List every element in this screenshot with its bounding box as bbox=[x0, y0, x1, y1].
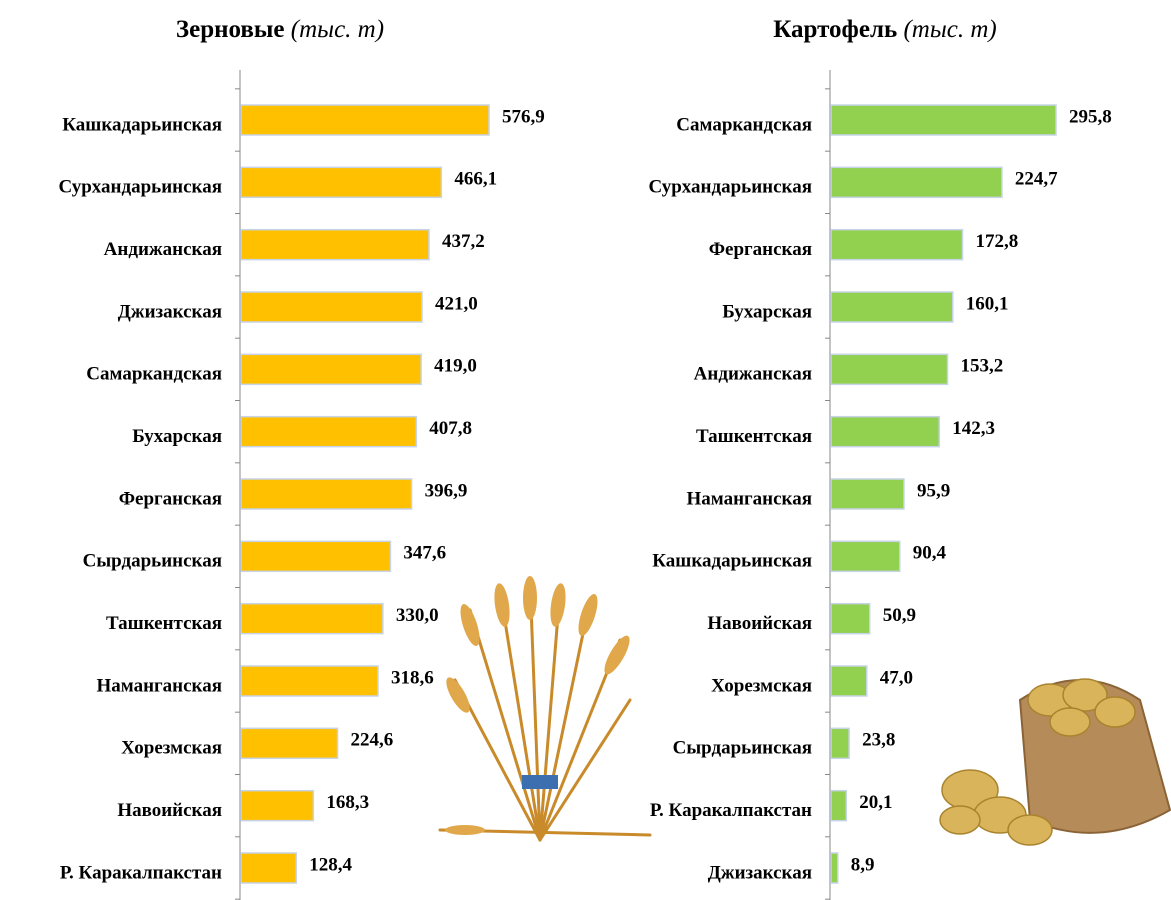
title-unit: (тыс. т) bbox=[903, 16, 996, 43]
bar bbox=[831, 292, 953, 322]
bar bbox=[831, 167, 1002, 197]
value-label: 576,9 bbox=[502, 106, 545, 127]
bar bbox=[831, 728, 849, 758]
bar bbox=[831, 417, 939, 447]
value-label: 90,4 bbox=[913, 543, 947, 564]
value-label: 128,4 bbox=[309, 854, 352, 875]
category-label: Хорезмская bbox=[121, 738, 222, 759]
category-label: Сырдарьинская bbox=[673, 738, 812, 759]
value-label: 153,2 bbox=[961, 356, 1004, 377]
title-main: Картофель bbox=[773, 16, 897, 43]
value-label: 172,8 bbox=[975, 231, 1018, 252]
category-label: Ташкентская bbox=[696, 426, 812, 447]
chart-title: Зерновые (тыс. т) bbox=[176, 16, 384, 43]
category-label: Бухарская bbox=[722, 301, 812, 322]
bar bbox=[831, 666, 867, 696]
chart: Зерновые (тыс. т) Кашкадарьинская 576,9 Сур… bbox=[0, 0, 1171, 900]
category-label: Андижанская bbox=[104, 239, 222, 260]
bar bbox=[831, 853, 838, 883]
bar bbox=[241, 230, 429, 260]
value-label: 421,0 bbox=[435, 293, 478, 314]
category-label: Ташкентская bbox=[106, 613, 222, 634]
value-label: 466,1 bbox=[454, 169, 497, 190]
bar bbox=[241, 354, 421, 384]
category-label: Самаркандская bbox=[676, 114, 812, 135]
value-label: 437,2 bbox=[442, 231, 485, 252]
bar bbox=[831, 354, 948, 384]
category-label: Бухарская bbox=[132, 426, 222, 447]
wheat-tie bbox=[522, 775, 558, 789]
bar bbox=[241, 105, 489, 135]
bar bbox=[831, 541, 900, 571]
title-main: Зерновые bbox=[176, 16, 285, 43]
bar bbox=[831, 230, 962, 260]
value-label: 407,8 bbox=[429, 418, 472, 439]
bar bbox=[831, 105, 1056, 135]
value-label: 295,8 bbox=[1069, 106, 1112, 127]
bar bbox=[241, 541, 390, 571]
category-label: Ферганская bbox=[119, 488, 222, 509]
value-label: 318,6 bbox=[391, 667, 434, 688]
category-label: Р. Каракалпакстан bbox=[60, 862, 222, 883]
value-label: 330,0 bbox=[396, 605, 439, 626]
category-label: Навоийская bbox=[707, 613, 812, 634]
value-label: 224,7 bbox=[1015, 169, 1058, 190]
category-label: Сурхандарьинская bbox=[58, 177, 222, 198]
bar bbox=[241, 791, 313, 821]
category-label: Сурхандарьинская bbox=[648, 177, 812, 198]
category-label: Андижанская bbox=[694, 364, 812, 385]
bar bbox=[241, 292, 422, 322]
chart-title: Картофель (тыс. т) bbox=[773, 16, 997, 43]
category-label: Самаркандская bbox=[86, 364, 222, 385]
category-label: Джизакская bbox=[118, 301, 222, 322]
category-label: Р. Каракалпакстан bbox=[650, 800, 812, 821]
bar bbox=[831, 604, 870, 634]
category-label: Сырдарьинская bbox=[83, 551, 222, 572]
bar bbox=[831, 479, 904, 509]
value-label: 47,0 bbox=[880, 667, 913, 688]
title-unit: (тыс. т) bbox=[291, 16, 384, 43]
potato-illustration bbox=[940, 679, 1170, 845]
category-label: Кашкадарьинская bbox=[62, 114, 222, 135]
value-label: 347,6 bbox=[403, 543, 446, 564]
category-label: Джизакская bbox=[708, 862, 812, 883]
value-label: 20,1 bbox=[859, 792, 892, 813]
bar bbox=[241, 417, 416, 447]
bar bbox=[241, 479, 412, 509]
value-label: 396,9 bbox=[425, 480, 468, 501]
bar bbox=[241, 167, 441, 197]
bar bbox=[241, 728, 338, 758]
bar bbox=[241, 666, 378, 696]
category-label: Хорезмская bbox=[711, 675, 812, 696]
category-label: Наманганская bbox=[97, 675, 223, 696]
category-label: Кашкадарьинская bbox=[652, 551, 812, 572]
value-label: 419,0 bbox=[434, 356, 477, 377]
bar bbox=[241, 853, 296, 883]
wheat-illustration bbox=[440, 576, 650, 840]
value-label: 160,1 bbox=[966, 293, 1009, 314]
category-label: Ферганская bbox=[709, 239, 812, 260]
value-label: 168,3 bbox=[326, 792, 369, 813]
bar bbox=[831, 791, 846, 821]
value-label: 50,9 bbox=[883, 605, 916, 626]
value-label: 23,8 bbox=[862, 730, 895, 751]
value-label: 95,9 bbox=[917, 480, 950, 501]
value-label: 8,9 bbox=[851, 854, 875, 875]
value-label: 224,6 bbox=[351, 730, 394, 751]
bar bbox=[241, 604, 383, 634]
category-label: Наманганская bbox=[687, 488, 813, 509]
value-label: 142,3 bbox=[952, 418, 995, 439]
category-label: Навоийская bbox=[117, 800, 222, 821]
